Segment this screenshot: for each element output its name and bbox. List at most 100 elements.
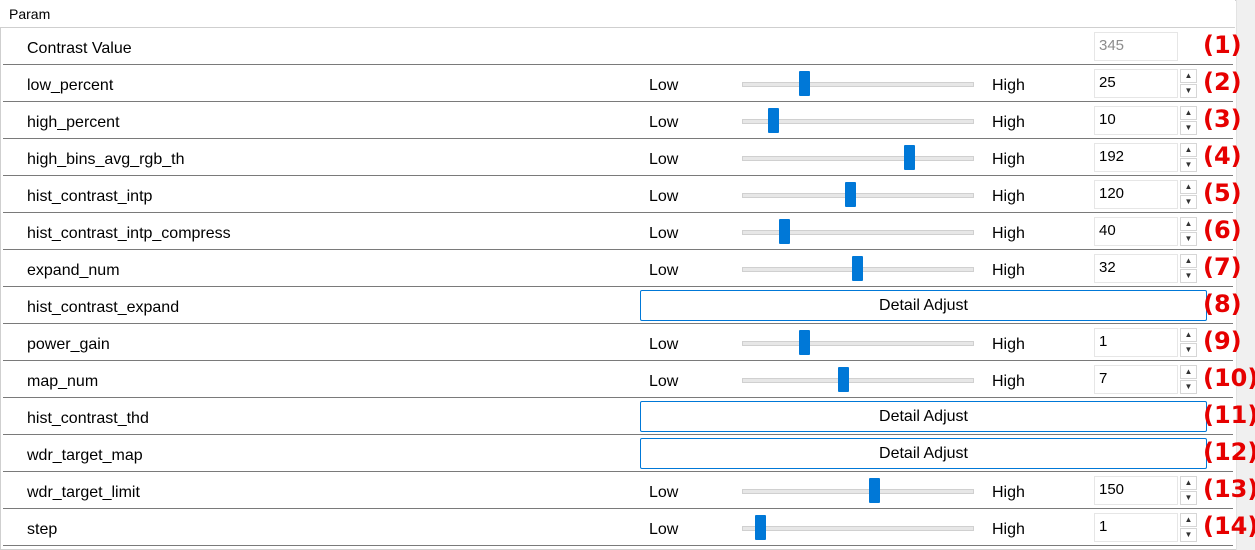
param-row: high_percent Low High 10 ▲ ▼: [3, 103, 1233, 139]
spin-down-icon[interactable]: ▼: [1180, 121, 1197, 135]
slider-thumb[interactable]: [904, 145, 915, 170]
value-text: 1: [1099, 333, 1108, 350]
slider-track[interactable]: [742, 193, 974, 198]
spin-up-icon[interactable]: ▲: [1180, 106, 1197, 120]
param-row: power_gain Low High 1 ▲ ▼: [3, 325, 1233, 361]
row-index-annotation: (12): [1203, 438, 1255, 466]
param-label: wdr_target_map: [27, 447, 143, 464]
row-index-annotation: (8): [1203, 290, 1242, 318]
spin-down-icon[interactable]: ▼: [1180, 528, 1197, 542]
slider-thumb[interactable]: [852, 256, 863, 281]
row-index-annotation: (1): [1203, 31, 1242, 59]
param-label: high_bins_avg_rgb_th: [27, 151, 185, 168]
spin-down-icon[interactable]: ▼: [1180, 491, 1197, 505]
low-label: Low: [649, 188, 679, 205]
slider-thumb[interactable]: [869, 478, 880, 503]
spin-down-icon[interactable]: ▼: [1180, 269, 1197, 283]
value-input[interactable]: 7: [1094, 365, 1178, 394]
spin-up-icon[interactable]: ▲: [1180, 476, 1197, 490]
slider-track[interactable]: [742, 489, 974, 494]
row-index-annotation: (2): [1203, 68, 1242, 96]
spin-buttons: ▲ ▼: [1180, 254, 1197, 284]
slider-thumb[interactable]: [838, 367, 849, 392]
slider-thumb[interactable]: [768, 108, 779, 133]
spin-down-icon[interactable]: ▼: [1180, 84, 1197, 98]
value-input[interactable]: 120: [1094, 180, 1178, 209]
spin-up-icon[interactable]: ▲: [1180, 180, 1197, 194]
param-row: hist_contrast_intp_compress Low High 40 ▲ ▼: [3, 214, 1233, 250]
value-input[interactable]: 192: [1094, 143, 1178, 172]
value-input[interactable]: 25: [1094, 69, 1178, 98]
high-label: High: [992, 188, 1025, 205]
spin-buttons: ▲ ▼: [1180, 69, 1197, 99]
slider-track[interactable]: [742, 82, 974, 87]
row-index-annotation: (4): [1203, 142, 1242, 170]
spin-down-icon[interactable]: ▼: [1180, 158, 1197, 172]
low-label: Low: [649, 77, 679, 94]
value-input[interactable]: 40: [1094, 217, 1178, 246]
high-label: High: [992, 262, 1025, 279]
row-index-annotation: (3): [1203, 105, 1242, 133]
low-label: Low: [649, 151, 679, 168]
value-input[interactable]: 1: [1094, 513, 1178, 542]
low-label: Low: [649, 373, 679, 390]
low-label: Low: [649, 114, 679, 131]
spin-down-icon[interactable]: ▼: [1180, 232, 1197, 246]
spin-up-icon[interactable]: ▲: [1180, 143, 1197, 157]
slider-track[interactable]: [742, 341, 974, 346]
slider-track[interactable]: [742, 156, 974, 161]
spin-buttons: ▲ ▼: [1180, 143, 1197, 173]
value-text: 120: [1099, 185, 1125, 202]
value-input[interactable]: 10: [1094, 106, 1178, 135]
slider-track[interactable]: [742, 526, 974, 531]
slider-thumb[interactable]: [755, 515, 766, 540]
row-index-annotation: (5): [1203, 179, 1242, 207]
value-input[interactable]: 32: [1094, 254, 1178, 283]
spin-buttons: ▲ ▼: [1180, 365, 1197, 395]
param-row: map_num Low High 7 ▲ ▼: [3, 362, 1233, 398]
spin-up-icon[interactable]: ▲: [1180, 328, 1197, 342]
low-label: Low: [649, 336, 679, 353]
value-text: 192: [1099, 148, 1125, 165]
slider-track[interactable]: [742, 119, 974, 124]
spin-up-icon[interactable]: ▲: [1180, 217, 1197, 231]
spin-down-icon[interactable]: ▼: [1180, 380, 1197, 394]
param-row: hist_contrast_expand Detail Adjust: [3, 288, 1233, 324]
spin-buttons: ▲ ▼: [1180, 476, 1197, 506]
spin-up-icon[interactable]: ▲: [1180, 365, 1197, 379]
param-row: hist_contrast_thd Detail Adjust: [3, 399, 1233, 435]
high-label: High: [992, 484, 1025, 501]
spin-buttons: ▲ ▼: [1180, 328, 1197, 358]
slider-thumb[interactable]: [779, 219, 790, 244]
row-index-annotation: (13): [1203, 475, 1255, 503]
param-label: power_gain: [27, 336, 110, 353]
detail-adjust-button[interactable]: Detail Adjust: [640, 438, 1207, 469]
slider-thumb[interactable]: [845, 182, 856, 207]
spin-buttons: ▲ ▼: [1180, 513, 1197, 543]
vertical-scrollbar[interactable]: [1236, 0, 1255, 550]
value-text: 150: [1099, 481, 1125, 498]
value-text: 345: [1099, 37, 1125, 54]
spin-down-icon[interactable]: ▼: [1180, 343, 1197, 357]
param-row: wdr_target_limit Low High 150 ▲ ▼: [3, 473, 1233, 509]
slider-track[interactable]: [742, 378, 974, 383]
low-label: Low: [649, 484, 679, 501]
value-input[interactable]: 1: [1094, 328, 1178, 357]
param-label: map_num: [27, 373, 99, 390]
slider-thumb[interactable]: [799, 71, 810, 96]
spin-buttons: ▲ ▼: [1180, 180, 1197, 210]
spin-up-icon[interactable]: ▲: [1180, 254, 1197, 268]
spin-up-icon[interactable]: ▲: [1180, 513, 1197, 527]
detail-adjust-button[interactable]: Detail Adjust: [640, 290, 1207, 321]
slider-track[interactable]: [742, 230, 974, 235]
value-input[interactable]: 150: [1094, 476, 1178, 505]
detail-adjust-button[interactable]: Detail Adjust: [640, 401, 1207, 432]
param-label: low_percent: [27, 77, 114, 94]
param-label: hist_contrast_thd: [27, 410, 149, 427]
param-label: wdr_target_limit: [27, 484, 140, 501]
spin-up-icon[interactable]: ▲: [1180, 69, 1197, 83]
spin-down-icon[interactable]: ▼: [1180, 195, 1197, 209]
high-label: High: [992, 373, 1025, 390]
low-label: Low: [649, 225, 679, 242]
slider-thumb[interactable]: [799, 330, 810, 355]
